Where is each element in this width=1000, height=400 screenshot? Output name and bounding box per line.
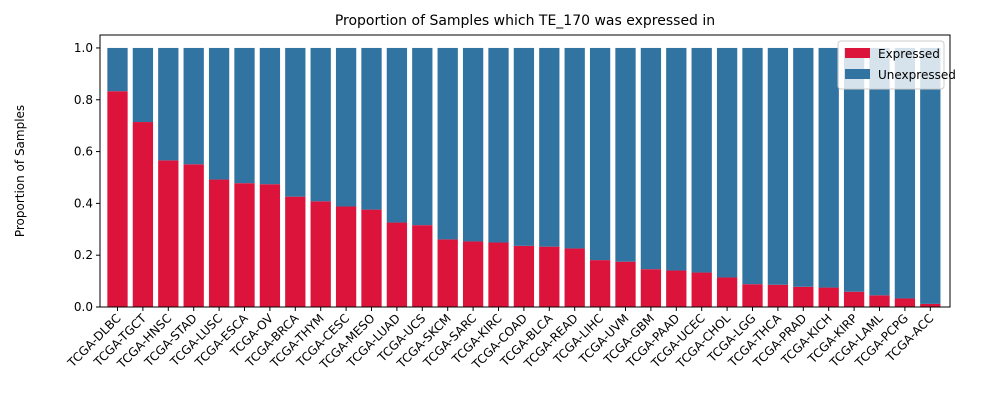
bar-unexpressed-tcga-hnsc — [158, 47, 179, 161]
bar-expressed-tcga-brca — [285, 196, 306, 307]
bar-expressed-tcga-kirc — [488, 242, 509, 307]
bar-unexpressed-tcga-ov — [259, 47, 281, 185]
bar-unexpressed-tcga-brca — [285, 47, 306, 197]
bar-unexpressed-tcga-esca — [234, 47, 255, 184]
bar-unexpressed-tcga-gbm — [640, 47, 662, 270]
bar-unexpressed-tcga-meso — [361, 47, 382, 210]
bar-expressed-tcga-read — [564, 248, 585, 307]
bar-unexpressed-tcga-kirp — [843, 47, 865, 292]
bar-expressed-tcga-dlbc — [107, 91, 128, 308]
bar-expressed-tcga-blca — [539, 246, 560, 307]
y-tick-label: 0.2 — [74, 248, 93, 262]
bar-unexpressed-tcga-skcm — [437, 47, 458, 240]
bar-unexpressed-tcga-paad — [666, 47, 687, 271]
bar-expressed-tcga-sarc — [462, 241, 484, 307]
bar-expressed-tcga-stad — [183, 164, 204, 307]
bar-unexpressed-tcga-stad — [183, 47, 204, 165]
bar-expressed-tcga-luad — [386, 222, 408, 307]
bar-unexpressed-tcga-uvm — [615, 47, 636, 262]
plot-frame — [99, 34, 951, 308]
bar-unexpressed-tcga-ucec — [691, 47, 712, 273]
y-tick-label: 0.0 — [74, 300, 93, 314]
bar-expressed-tcga-paad — [666, 270, 687, 307]
bar-unexpressed-tcga-thym — [310, 47, 331, 202]
bar-unexpressed-tcga-prad — [793, 47, 814, 287]
bar-expressed-tcga-laml — [869, 295, 890, 307]
bar-unexpressed-tcga-luad — [386, 47, 408, 223]
bar-expressed-tcga-meso — [361, 209, 382, 307]
bar-expressed-tcga-hnsc — [158, 160, 179, 307]
legend-swatch-unexpressed — [845, 69, 870, 79]
y-axis-label: Proportion of Samples — [13, 105, 27, 237]
y-tick-label: 1.0 — [74, 41, 93, 55]
bar-unexpressed-tcga-read — [564, 47, 585, 249]
bar-expressed-tcga-kirp — [843, 291, 865, 307]
legend-swatch-expressed — [845, 48, 870, 58]
chart-title: Proportion of Samples which TE_170 was e… — [335, 13, 715, 29]
y-axis: 0.0 0.2 0.4 0.6 0.8 1.0 — [74, 41, 100, 314]
bar-expressed-tcga-acc — [920, 303, 941, 307]
bar-unexpressed-tcga-cesc — [335, 47, 357, 207]
bar-unexpressed-tcga-lihc — [589, 47, 611, 261]
bar-expressed-tcga-skcm — [437, 239, 458, 307]
bar-expressed-tcga-pcpg — [894, 298, 916, 307]
x-axis: TCGA-DLBCTCGA-TGCTTCGA-HNSCTCGA-STADTCGA… — [64, 307, 936, 372]
bar-expressed-tcga-tgct — [132, 122, 154, 307]
legend-label-expressed: Expressed — [878, 47, 940, 61]
bar-unexpressed-tcga-sarc — [462, 47, 484, 242]
legend: Expressed Unexpressed — [837, 40, 956, 90]
bars-group — [107, 47, 941, 308]
bar-unexpressed-tcga-chol — [716, 47, 738, 278]
bar-expressed-tcga-uvm — [615, 261, 636, 307]
bar-expressed-tcga-cesc — [335, 206, 357, 307]
bar-expressed-tcga-coad — [513, 245, 535, 307]
bar-unexpressed-tcga-coad — [513, 47, 535, 246]
bar-expressed-tcga-chol — [716, 277, 738, 307]
bar-expressed-tcga-lusc — [208, 179, 230, 307]
bar-unexpressed-tcga-ucs — [412, 47, 433, 226]
bar-expressed-tcga-thym — [310, 201, 331, 307]
bar-unexpressed-tcga-pcpg — [894, 47, 916, 299]
bar-unexpressed-tcga-dlbc — [107, 47, 128, 92]
y-tick-label: 0.8 — [74, 93, 93, 107]
bar-unexpressed-tcga-laml — [869, 47, 890, 296]
bar-expressed-tcga-thca — [767, 284, 789, 307]
bar-expressed-tcga-kich — [818, 287, 839, 307]
bar-expressed-tcga-ucec — [691, 272, 712, 307]
bar-expressed-tcga-ucs — [412, 225, 433, 307]
bar-unexpressed-tcga-kirc — [488, 47, 509, 243]
bar-unexpressed-tcga-kich — [818, 47, 839, 288]
bar-expressed-tcga-lihc — [589, 260, 611, 307]
legend-label-unexpressed: Unexpressed — [878, 68, 956, 82]
bar-unexpressed-tcga-lgg — [742, 47, 763, 285]
bar-expressed-tcga-gbm — [640, 269, 662, 307]
bar-unexpressed-tcga-blca — [539, 47, 560, 247]
bar-unexpressed-tcga-thca — [767, 47, 789, 285]
bar-expressed-tcga-ov — [259, 184, 281, 307]
bar-expressed-tcga-lgg — [742, 284, 763, 307]
bar-expressed-tcga-prad — [793, 286, 814, 307]
bar-expressed-tcga-esca — [234, 183, 255, 307]
y-tick-label: 0.6 — [74, 145, 93, 159]
bar-unexpressed-tcga-tgct — [132, 47, 154, 123]
bar-unexpressed-tcga-acc — [920, 47, 941, 304]
bar-unexpressed-tcga-lusc — [208, 47, 230, 180]
y-tick-label: 0.4 — [74, 196, 93, 210]
